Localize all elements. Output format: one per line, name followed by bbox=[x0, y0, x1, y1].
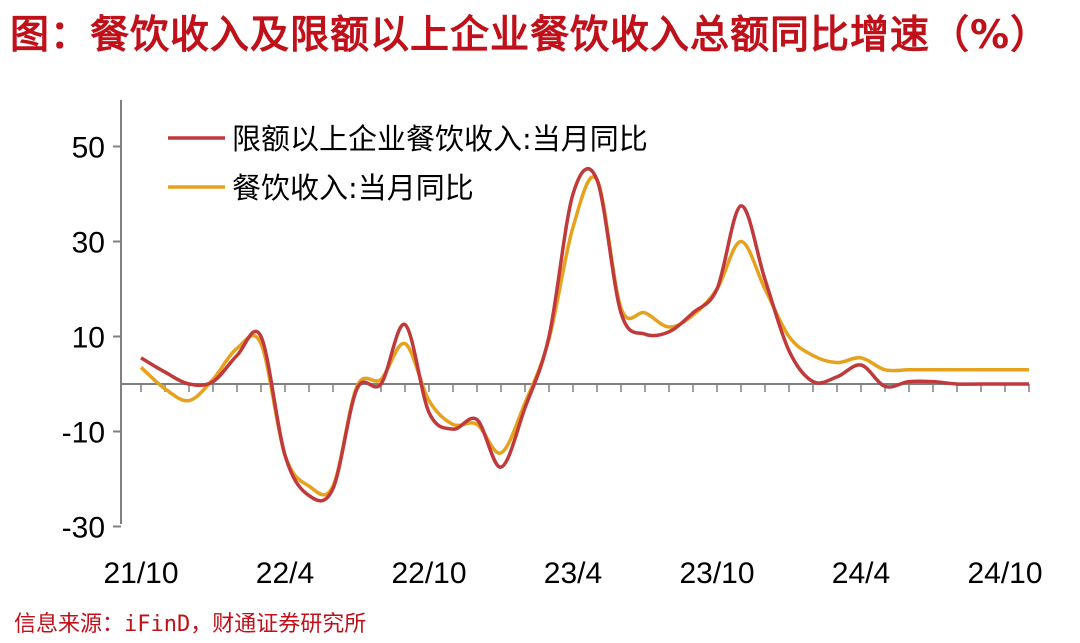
x-tick-label: 24/4 bbox=[832, 557, 890, 590]
x-tick-label: 23/10 bbox=[679, 557, 754, 590]
y-tick-label: -10 bbox=[62, 417, 105, 450]
series-line-1 bbox=[140, 166, 1029, 503]
x-tick-label: 24/10 bbox=[967, 557, 1042, 590]
y-tick-label: 30 bbox=[72, 227, 105, 260]
y-axis: -30 -10 10 30 50 bbox=[62, 132, 121, 545]
source-note: 信息来源：iFinD，财通证券研究所 bbox=[14, 612, 367, 637]
y-tick-label: -30 bbox=[62, 512, 105, 545]
x-tick-label: 22/10 bbox=[391, 557, 466, 590]
x-tick-label: 21/10 bbox=[103, 557, 178, 590]
y-tick-label: 50 bbox=[72, 132, 105, 165]
legend-label-series1: 限额以上企业餐饮收入:当月同比 bbox=[232, 122, 648, 156]
x-tick-label: 22/4 bbox=[256, 557, 314, 590]
legend-label-series2: 餐饮收入:当月同比 bbox=[232, 171, 474, 205]
x-axis: 21/10 22/4 22/10 23/4 23/10 24/4 24/10 bbox=[103, 383, 1043, 590]
chart-title: 图：餐饮收入及限额以上企业餐饮收入总额同比增速（%） bbox=[10, 13, 1051, 58]
y-tick-label: 10 bbox=[72, 322, 105, 355]
legend: 限额以上企业餐饮收入:当月同比 餐饮收入:当月同比 bbox=[168, 122, 648, 205]
x-tick-label: 23/4 bbox=[544, 557, 602, 590]
series-line-2 bbox=[139, 175, 1029, 497]
series-group bbox=[139, 166, 1029, 503]
